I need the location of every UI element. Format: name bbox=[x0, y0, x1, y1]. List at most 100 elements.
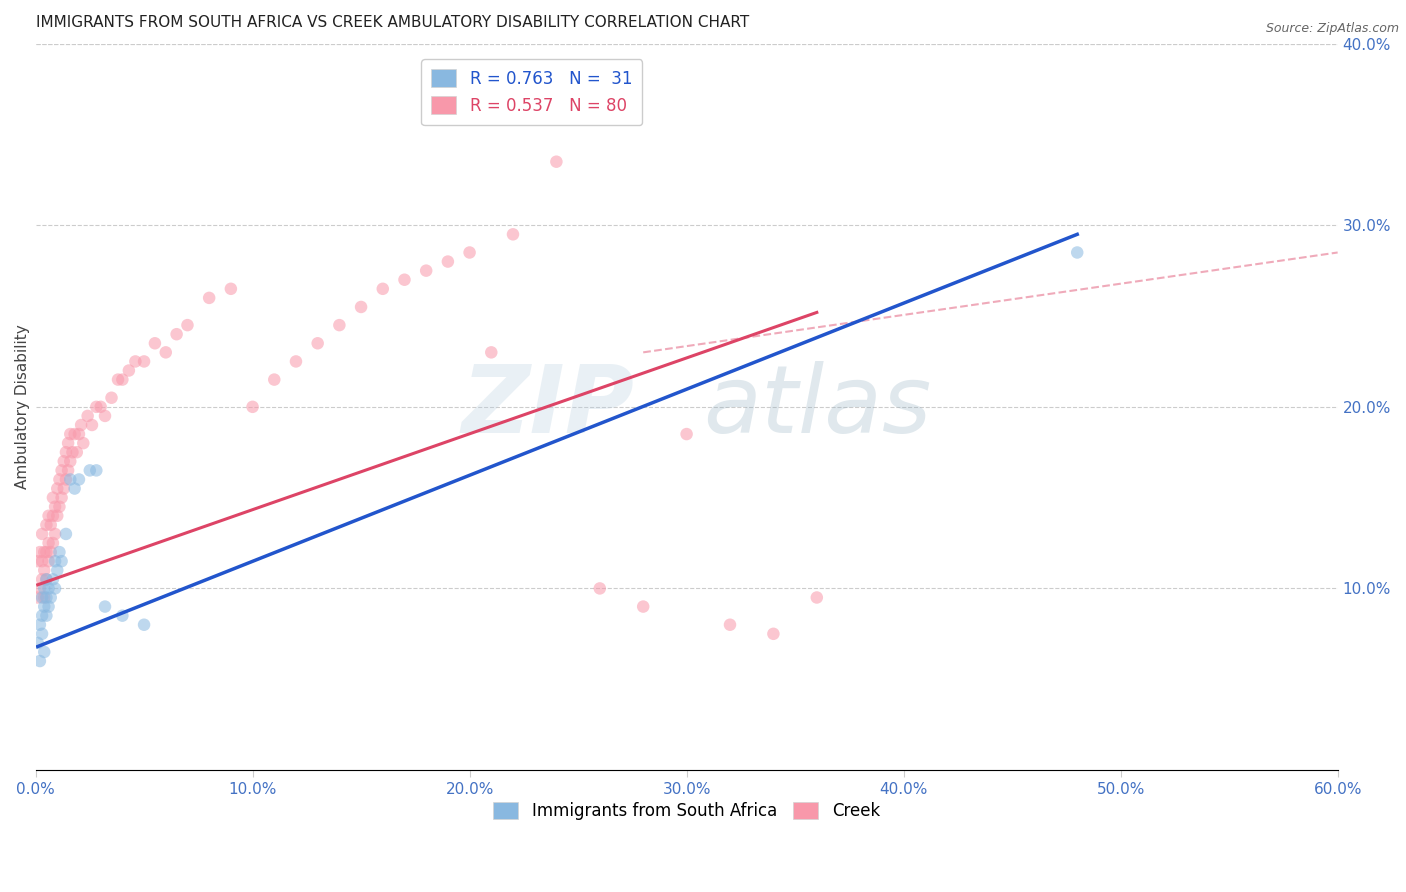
Point bbox=[285, 354, 308, 368]
Point bbox=[38, 582, 60, 596]
Point bbox=[42, 572, 65, 586]
Point bbox=[31, 554, 53, 568]
Point bbox=[118, 363, 141, 377]
Point bbox=[1066, 245, 1088, 260]
Point bbox=[111, 373, 134, 387]
Point bbox=[52, 454, 75, 468]
Point bbox=[44, 500, 66, 514]
Point bbox=[59, 427, 82, 442]
Point bbox=[27, 554, 49, 568]
Point bbox=[124, 354, 146, 368]
Point bbox=[155, 345, 177, 359]
Point bbox=[42, 536, 65, 550]
Point bbox=[51, 463, 73, 477]
Point bbox=[328, 318, 350, 332]
Legend: Immigrants from South Africa, Creek: Immigrants from South Africa, Creek bbox=[486, 796, 887, 827]
Point bbox=[38, 508, 60, 523]
Point bbox=[52, 482, 75, 496]
Point bbox=[48, 473, 70, 487]
Point bbox=[32, 599, 55, 614]
Point bbox=[631, 599, 654, 614]
Point bbox=[63, 427, 86, 442]
Point bbox=[59, 454, 82, 468]
Point bbox=[79, 463, 101, 477]
Y-axis label: Ambulatory Disability: Ambulatory Disability bbox=[15, 325, 30, 489]
Point bbox=[132, 617, 155, 632]
Point bbox=[350, 300, 373, 314]
Point bbox=[35, 545, 58, 559]
Point bbox=[502, 227, 524, 242]
Point bbox=[32, 582, 55, 596]
Point bbox=[176, 318, 198, 332]
Point bbox=[35, 572, 58, 586]
Point bbox=[32, 545, 55, 559]
Point bbox=[46, 508, 69, 523]
Point bbox=[143, 336, 166, 351]
Point bbox=[32, 563, 55, 577]
Point bbox=[198, 291, 221, 305]
Point bbox=[31, 608, 53, 623]
Point bbox=[72, 436, 94, 450]
Point bbox=[48, 500, 70, 514]
Point bbox=[219, 282, 242, 296]
Text: Source: ZipAtlas.com: Source: ZipAtlas.com bbox=[1265, 22, 1399, 36]
Point bbox=[675, 427, 697, 442]
Point bbox=[31, 627, 53, 641]
Point bbox=[39, 591, 62, 605]
Point bbox=[86, 463, 108, 477]
Point bbox=[38, 599, 60, 614]
Point bbox=[44, 527, 66, 541]
Point bbox=[27, 591, 49, 605]
Point bbox=[479, 345, 502, 359]
Point bbox=[371, 282, 394, 296]
Point bbox=[718, 617, 741, 632]
Point bbox=[28, 582, 51, 596]
Point bbox=[86, 400, 108, 414]
Point bbox=[80, 417, 103, 432]
Point bbox=[32, 645, 55, 659]
Point bbox=[458, 245, 481, 260]
Point bbox=[28, 617, 51, 632]
Point bbox=[55, 527, 77, 541]
Point bbox=[437, 254, 460, 268]
Point bbox=[394, 273, 416, 287]
Point bbox=[31, 591, 53, 605]
Point bbox=[39, 517, 62, 532]
Text: atlas: atlas bbox=[703, 361, 931, 452]
Point bbox=[44, 582, 66, 596]
Point bbox=[546, 154, 568, 169]
Point bbox=[55, 445, 77, 459]
Point bbox=[51, 491, 73, 505]
Point bbox=[107, 373, 129, 387]
Point bbox=[48, 545, 70, 559]
Point bbox=[166, 327, 188, 342]
Point bbox=[66, 445, 89, 459]
Point bbox=[132, 354, 155, 368]
Point bbox=[62, 445, 84, 459]
Point bbox=[56, 436, 79, 450]
Point bbox=[46, 563, 69, 577]
Point bbox=[63, 482, 86, 496]
Text: ZIP: ZIP bbox=[461, 361, 634, 453]
Point bbox=[32, 591, 55, 605]
Point bbox=[67, 473, 90, 487]
Point bbox=[28, 545, 51, 559]
Point bbox=[111, 608, 134, 623]
Point bbox=[307, 336, 329, 351]
Point bbox=[90, 400, 112, 414]
Point bbox=[806, 591, 828, 605]
Point bbox=[35, 517, 58, 532]
Point bbox=[242, 400, 264, 414]
Point bbox=[44, 554, 66, 568]
Point bbox=[35, 608, 58, 623]
Point bbox=[100, 391, 122, 405]
Point bbox=[46, 482, 69, 496]
Point bbox=[94, 409, 117, 423]
Point bbox=[31, 527, 53, 541]
Point bbox=[263, 373, 285, 387]
Point bbox=[42, 491, 65, 505]
Point bbox=[67, 427, 90, 442]
Point bbox=[56, 463, 79, 477]
Point bbox=[59, 473, 82, 487]
Point bbox=[762, 627, 785, 641]
